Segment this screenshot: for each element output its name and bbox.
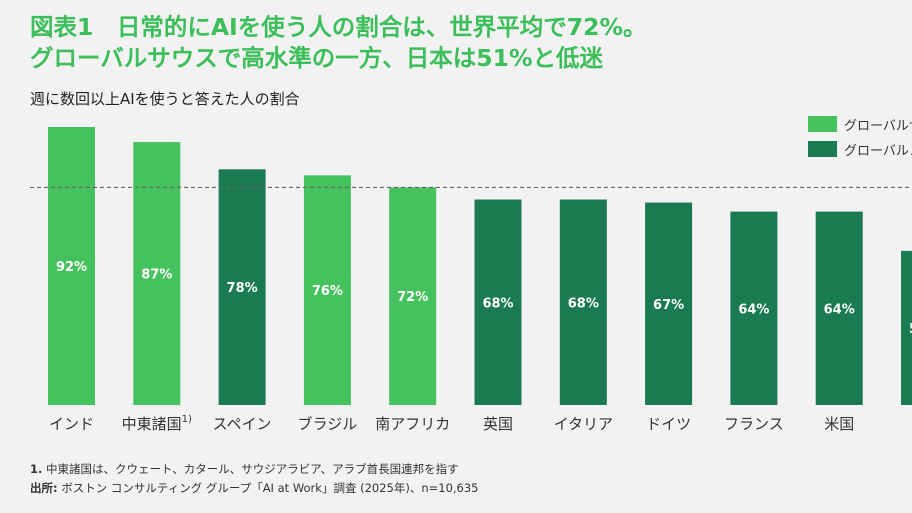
category-label-8: フランス — [724, 415, 784, 433]
category-label-4: 南アフリカ — [375, 415, 450, 433]
value-label-8: 64% — [738, 302, 769, 317]
category-label-6: イタリア — [554, 415, 613, 433]
category-name-1: 中東諸国 — [122, 415, 182, 433]
legend: グローバルサウス グローバルノース — [808, 116, 912, 166]
category-name-4: 南アフリカ — [375, 415, 450, 433]
footnote-1: 1. 中東諸国は、クウェート、カタール、サウジアラビア、アラブ首長国連邦を指す — [30, 460, 479, 479]
footnote-1-marker: 1. — [30, 462, 43, 476]
value-label-2: 78% — [227, 281, 258, 296]
value-label-6: 68% — [568, 296, 599, 311]
category-name-2: スペイン — [213, 415, 272, 433]
value-labels-group: 92% 87% 78% 76% 72% 68% 68% 67% 64% 64% 51% — [56, 260, 912, 337]
legend-swatch-north — [808, 141, 837, 157]
category-label-5: 英国 — [483, 415, 513, 433]
bar-2 — [218, 169, 266, 405]
value-label-7: 67% — [653, 298, 684, 313]
value-label-4: 72% — [397, 290, 428, 305]
category-label-3: ブラジル — [298, 415, 358, 433]
bar-8 — [730, 211, 778, 405]
legend-label-south: グローバルサウス — [844, 118, 912, 134]
bar-1 — [133, 142, 181, 405]
category-name-8: フランス — [724, 415, 784, 433]
category-name-7: ドイツ — [646, 415, 691, 433]
bar-9 — [815, 211, 863, 405]
bar-chart: 92% 87% 78% 76% 72% 68% 68% 67% 64% 64% 51% インド 中東諸… — [30, 127, 912, 433]
source-text: ボストン コンサルティング グループ「AI at Work」調査 (2025年)… — [57, 481, 479, 495]
value-label-3: 76% — [312, 284, 343, 299]
bar-3 — [303, 175, 351, 405]
category-name-10: 日本 — [909, 415, 912, 433]
category-name-0: インド — [49, 415, 94, 433]
bar-5 — [474, 199, 522, 405]
title-line-2: グローバルサウスで高水準の一方、日本は51%と低迷 — [30, 44, 604, 72]
bars-group — [48, 127, 912, 405]
category-label-10: 日本 — [909, 415, 912, 433]
category-label-1: 中東諸国1) — [122, 414, 192, 433]
category-label-2: スペイン — [213, 415, 272, 433]
bar-0 — [48, 127, 95, 405]
category-name-9: 米国 — [824, 415, 854, 433]
value-label-9: 64% — [824, 302, 855, 317]
chart-subtitle: 週に数回以上AIを使うと答えた人の割合 — [30, 90, 300, 108]
bar-6 — [559, 199, 607, 405]
legend-swatch-south — [808, 116, 837, 132]
source-note: 出所: ボストン コンサルティング グループ「AI at Work」調査 (20… — [30, 479, 479, 498]
value-label-10: 51% — [909, 322, 912, 337]
chart-title: 図表1 日常的にAIを使う人の割合は、世界平均で72%。 グローバルサウスで高水… — [30, 12, 647, 74]
value-label-1: 87% — [141, 268, 172, 283]
bar-7 — [645, 202, 693, 405]
source-label: 出所: — [30, 481, 58, 495]
legend-label-north: グローバルノース — [844, 143, 912, 159]
bar-10 — [901, 250, 912, 405]
category-name-3: ブラジル — [298, 415, 358, 433]
title-line-1: 図表1 日常的にAIを使う人の割合は、世界平均で72%。 — [30, 13, 647, 41]
category-label-9: 米国 — [824, 415, 854, 433]
legend-item-north: グローバルノース — [808, 141, 912, 159]
category-name-6: イタリア — [554, 415, 613, 433]
category-name-5: 英国 — [483, 415, 513, 433]
category-label-0: インド — [49, 415, 94, 433]
footnote-1-text: 中東諸国は、クウェート、カタール、サウジアラビア、アラブ首長国連邦を指す — [42, 462, 459, 476]
footnotes: 1. 中東諸国は、クウェート、カタール、サウジアラビア、アラブ首長国連邦を指す … — [30, 460, 479, 498]
legend-item-south: グローバルサウス — [808, 116, 912, 134]
category-label-7: ドイツ — [646, 415, 691, 433]
category-superscript-1: 1) — [182, 414, 192, 425]
value-label-0: 92% — [56, 260, 87, 275]
bar-4 — [389, 187, 437, 405]
value-label-5: 68% — [482, 296, 513, 311]
